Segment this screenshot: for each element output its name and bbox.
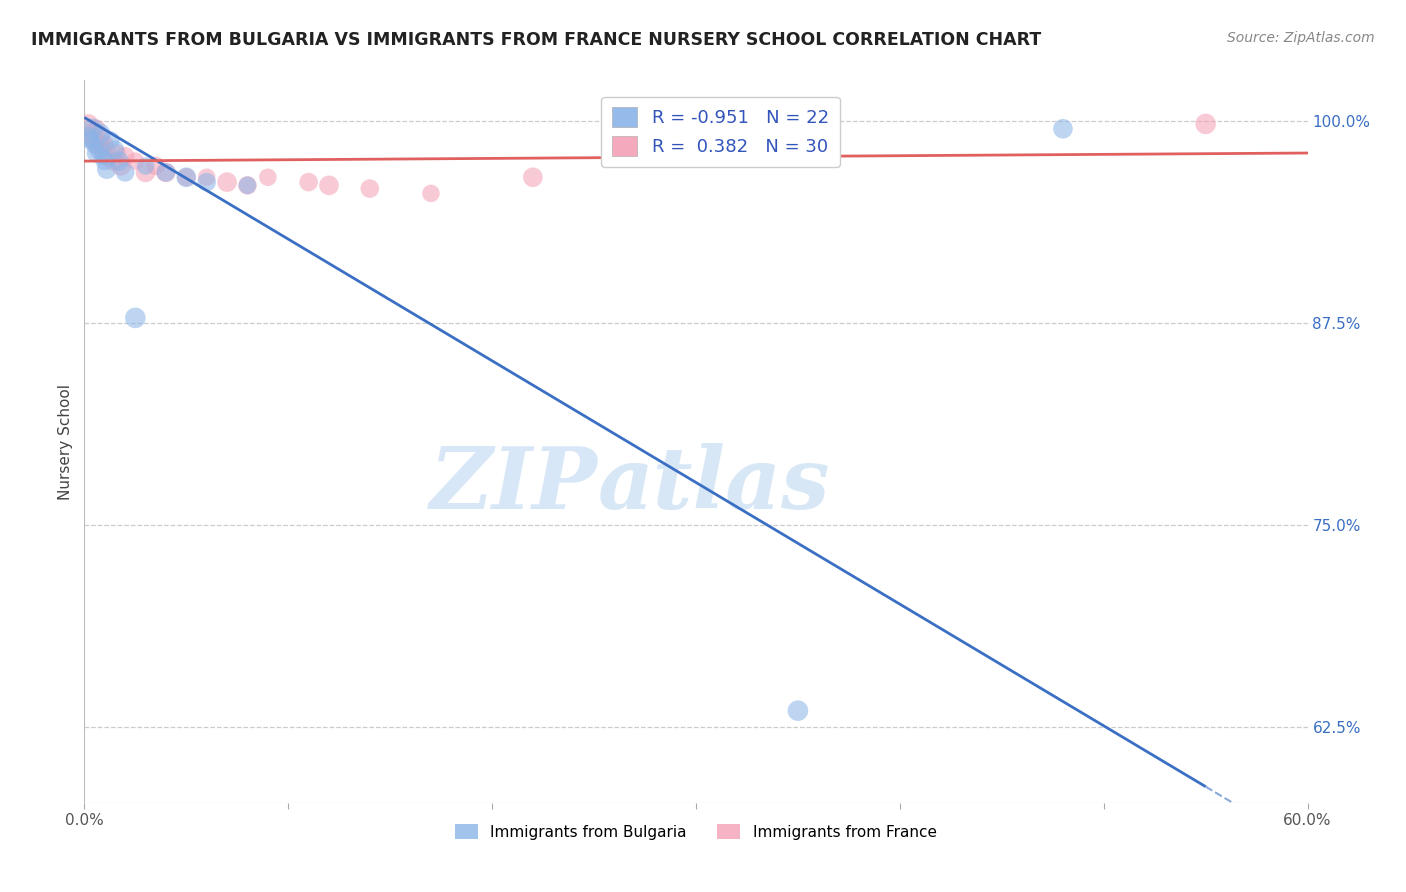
Text: atlas: atlas (598, 443, 831, 526)
Point (87, 143, 110, 157)
Point (77, 117, 100, 131)
Point (217, 175, 239, 189)
Point (79, 133, 101, 147)
Text: IMMIGRANTS FROM BULGARIA VS IMMIGRANTS FROM FRANCE NURSERY SCHOOL CORRELATION CH: IMMIGRANTS FROM BULGARIA VS IMMIGRANTS F… (31, 31, 1042, 49)
Point (83, 137, 105, 152)
Legend: Immigrants from Bulgaria, Immigrants from France: Immigrants from Bulgaria, Immigrants fro… (449, 818, 943, 846)
Point (522, 170, 544, 185)
Point (83, 133, 105, 147)
Point (236, 178, 259, 193)
Y-axis label: Nursery School: Nursery School (58, 384, 73, 500)
Point (90, 133, 112, 147)
Point (91, 143, 114, 157)
Point (155, 165, 177, 179)
Point (77, 129, 100, 144)
Point (97, 149, 120, 163)
Point (100, 133, 122, 147)
Point (86, 146, 108, 161)
Point (359, 181, 381, 195)
Point (195, 170, 218, 185)
Point (174, 170, 197, 185)
Point (96, 162, 118, 177)
Point (174, 170, 197, 185)
Point (195, 175, 218, 189)
Point (82, 129, 104, 144)
Point (298, 175, 321, 189)
Point (101, 154, 124, 169)
Point (420, 186, 443, 201)
Point (114, 149, 136, 163)
Point (114, 165, 136, 179)
Point (87, 137, 110, 152)
Point (124, 310, 146, 325)
Point (79, 127, 101, 141)
Point (90, 127, 112, 141)
Point (1052, 121, 1074, 136)
Point (91, 149, 114, 163)
Point (135, 165, 157, 179)
Point (257, 170, 280, 185)
Point (318, 178, 340, 193)
Point (93, 154, 115, 169)
Point (124, 154, 146, 169)
Point (86, 121, 108, 136)
Point (93, 137, 115, 152)
Point (105, 146, 128, 161)
Point (155, 165, 177, 179)
Point (787, 704, 810, 718)
Text: ZIP: ZIP (430, 443, 598, 526)
Point (135, 159, 157, 173)
Point (1195, 117, 1218, 131)
Point (110, 159, 132, 173)
Point (104, 143, 127, 157)
Text: Source: ZipAtlas.com: Source: ZipAtlas.com (1227, 31, 1375, 45)
Point (82, 121, 104, 136)
Point (236, 178, 259, 193)
Point (108, 154, 131, 169)
Point (145, 159, 167, 173)
